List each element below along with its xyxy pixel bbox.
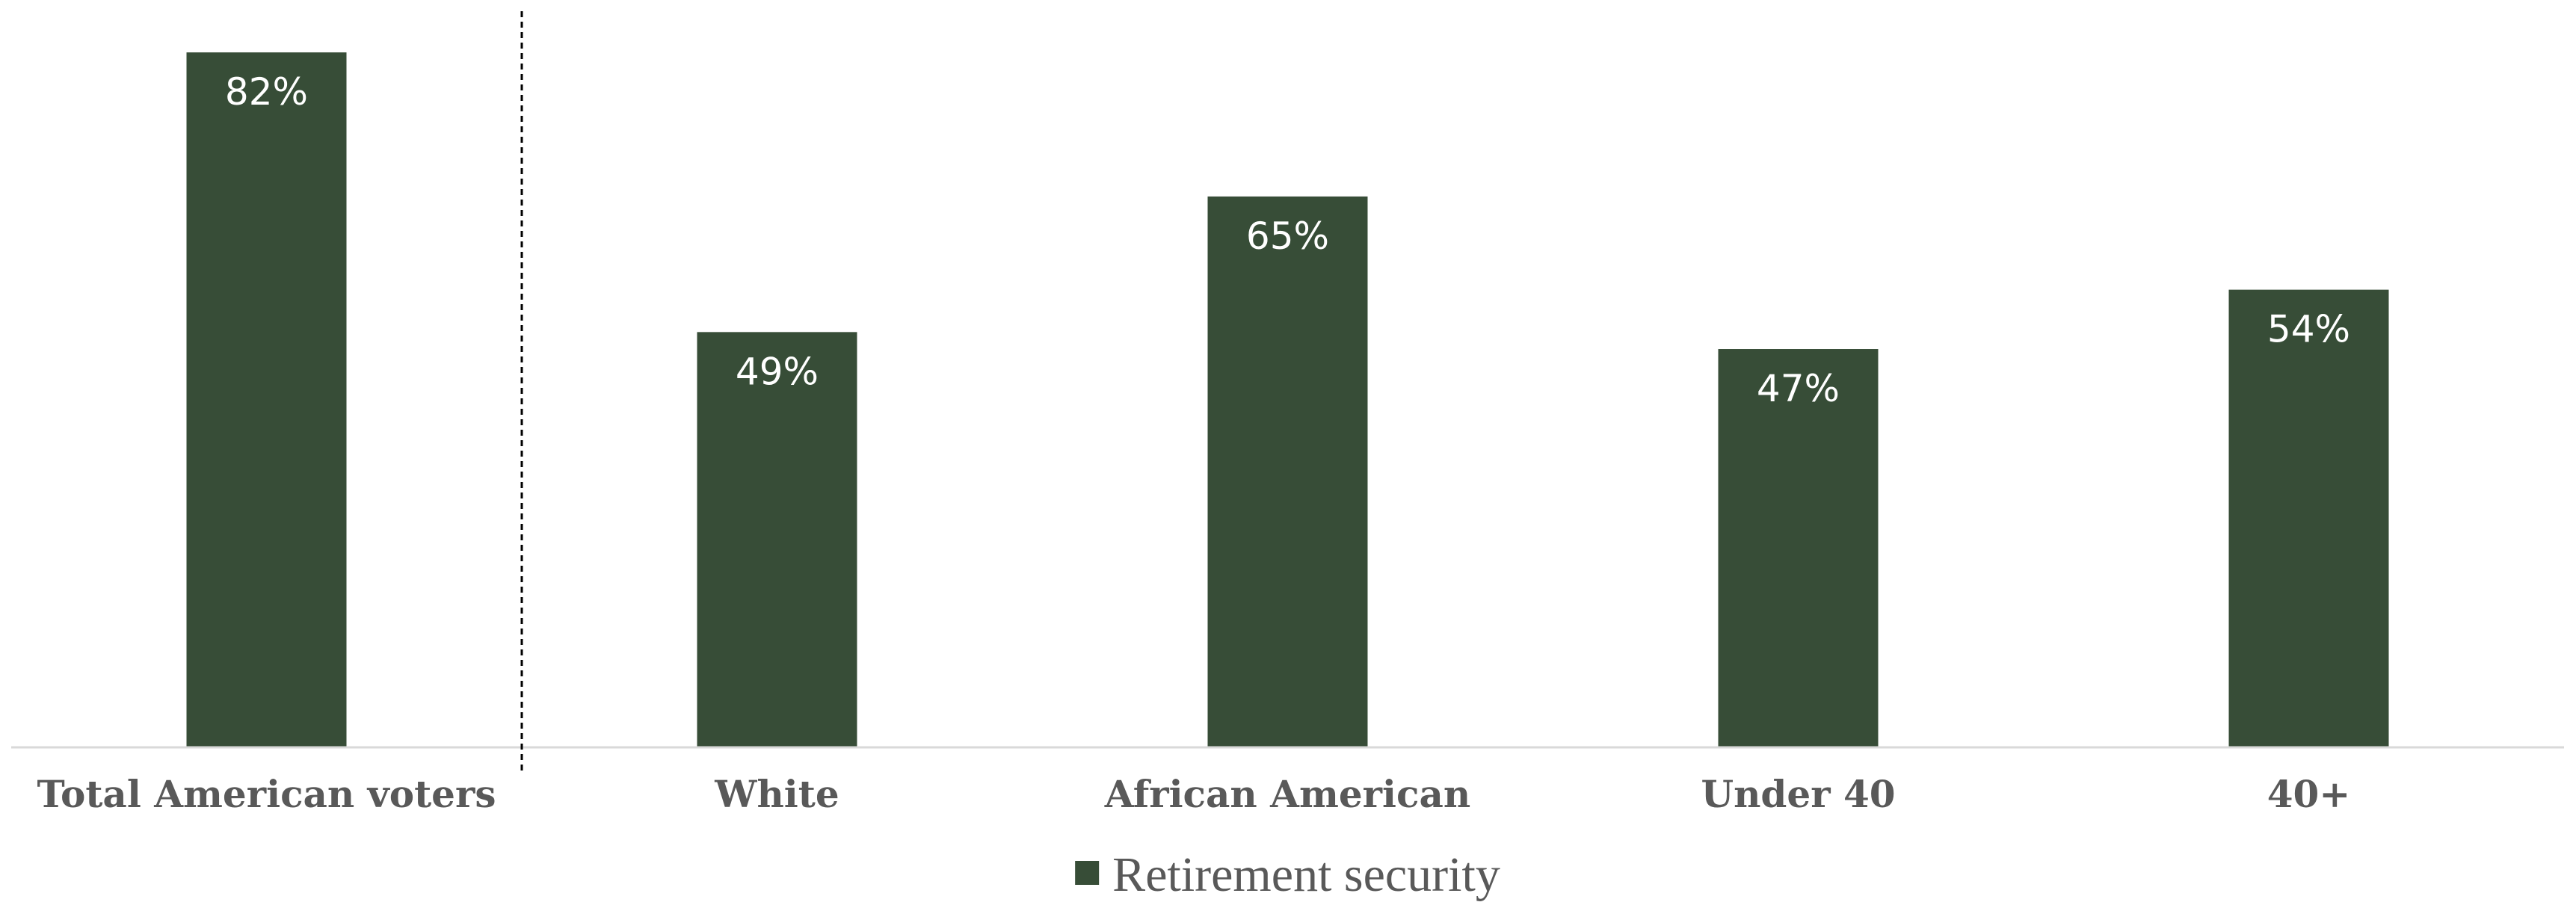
- bar-0: [186, 52, 347, 748]
- bar-1: [697, 332, 857, 748]
- data-labels-group: 82% 49% 65% 47% 54%: [225, 70, 2350, 410]
- category-label-2: African American: [1104, 772, 1470, 816]
- category-labels-group: Total American voters White African Americ…: [37, 772, 2351, 816]
- data-label-0: 82%: [225, 70, 308, 114]
- data-label-1: 49%: [736, 350, 819, 393]
- bars-group: [186, 52, 2389, 748]
- category-label-0: Total American voters: [37, 772, 496, 816]
- bar-4: [2228, 289, 2389, 747]
- data-label-2: 65%: [1246, 214, 1329, 258]
- legend-label: Retirement security: [1112, 847, 1500, 902]
- data-label-4: 54%: [2267, 308, 2350, 351]
- category-label-3: Under 40: [1701, 772, 1895, 816]
- bar-3: [1718, 349, 1879, 747]
- legend-swatch: [1075, 861, 1100, 885]
- category-label-1: White: [714, 772, 839, 816]
- data-label-3: 47%: [1757, 367, 1840, 410]
- legend: Retirement security: [1075, 847, 1500, 902]
- category-label-4: 40+: [2267, 772, 2350, 816]
- bar-2: [1207, 196, 1368, 747]
